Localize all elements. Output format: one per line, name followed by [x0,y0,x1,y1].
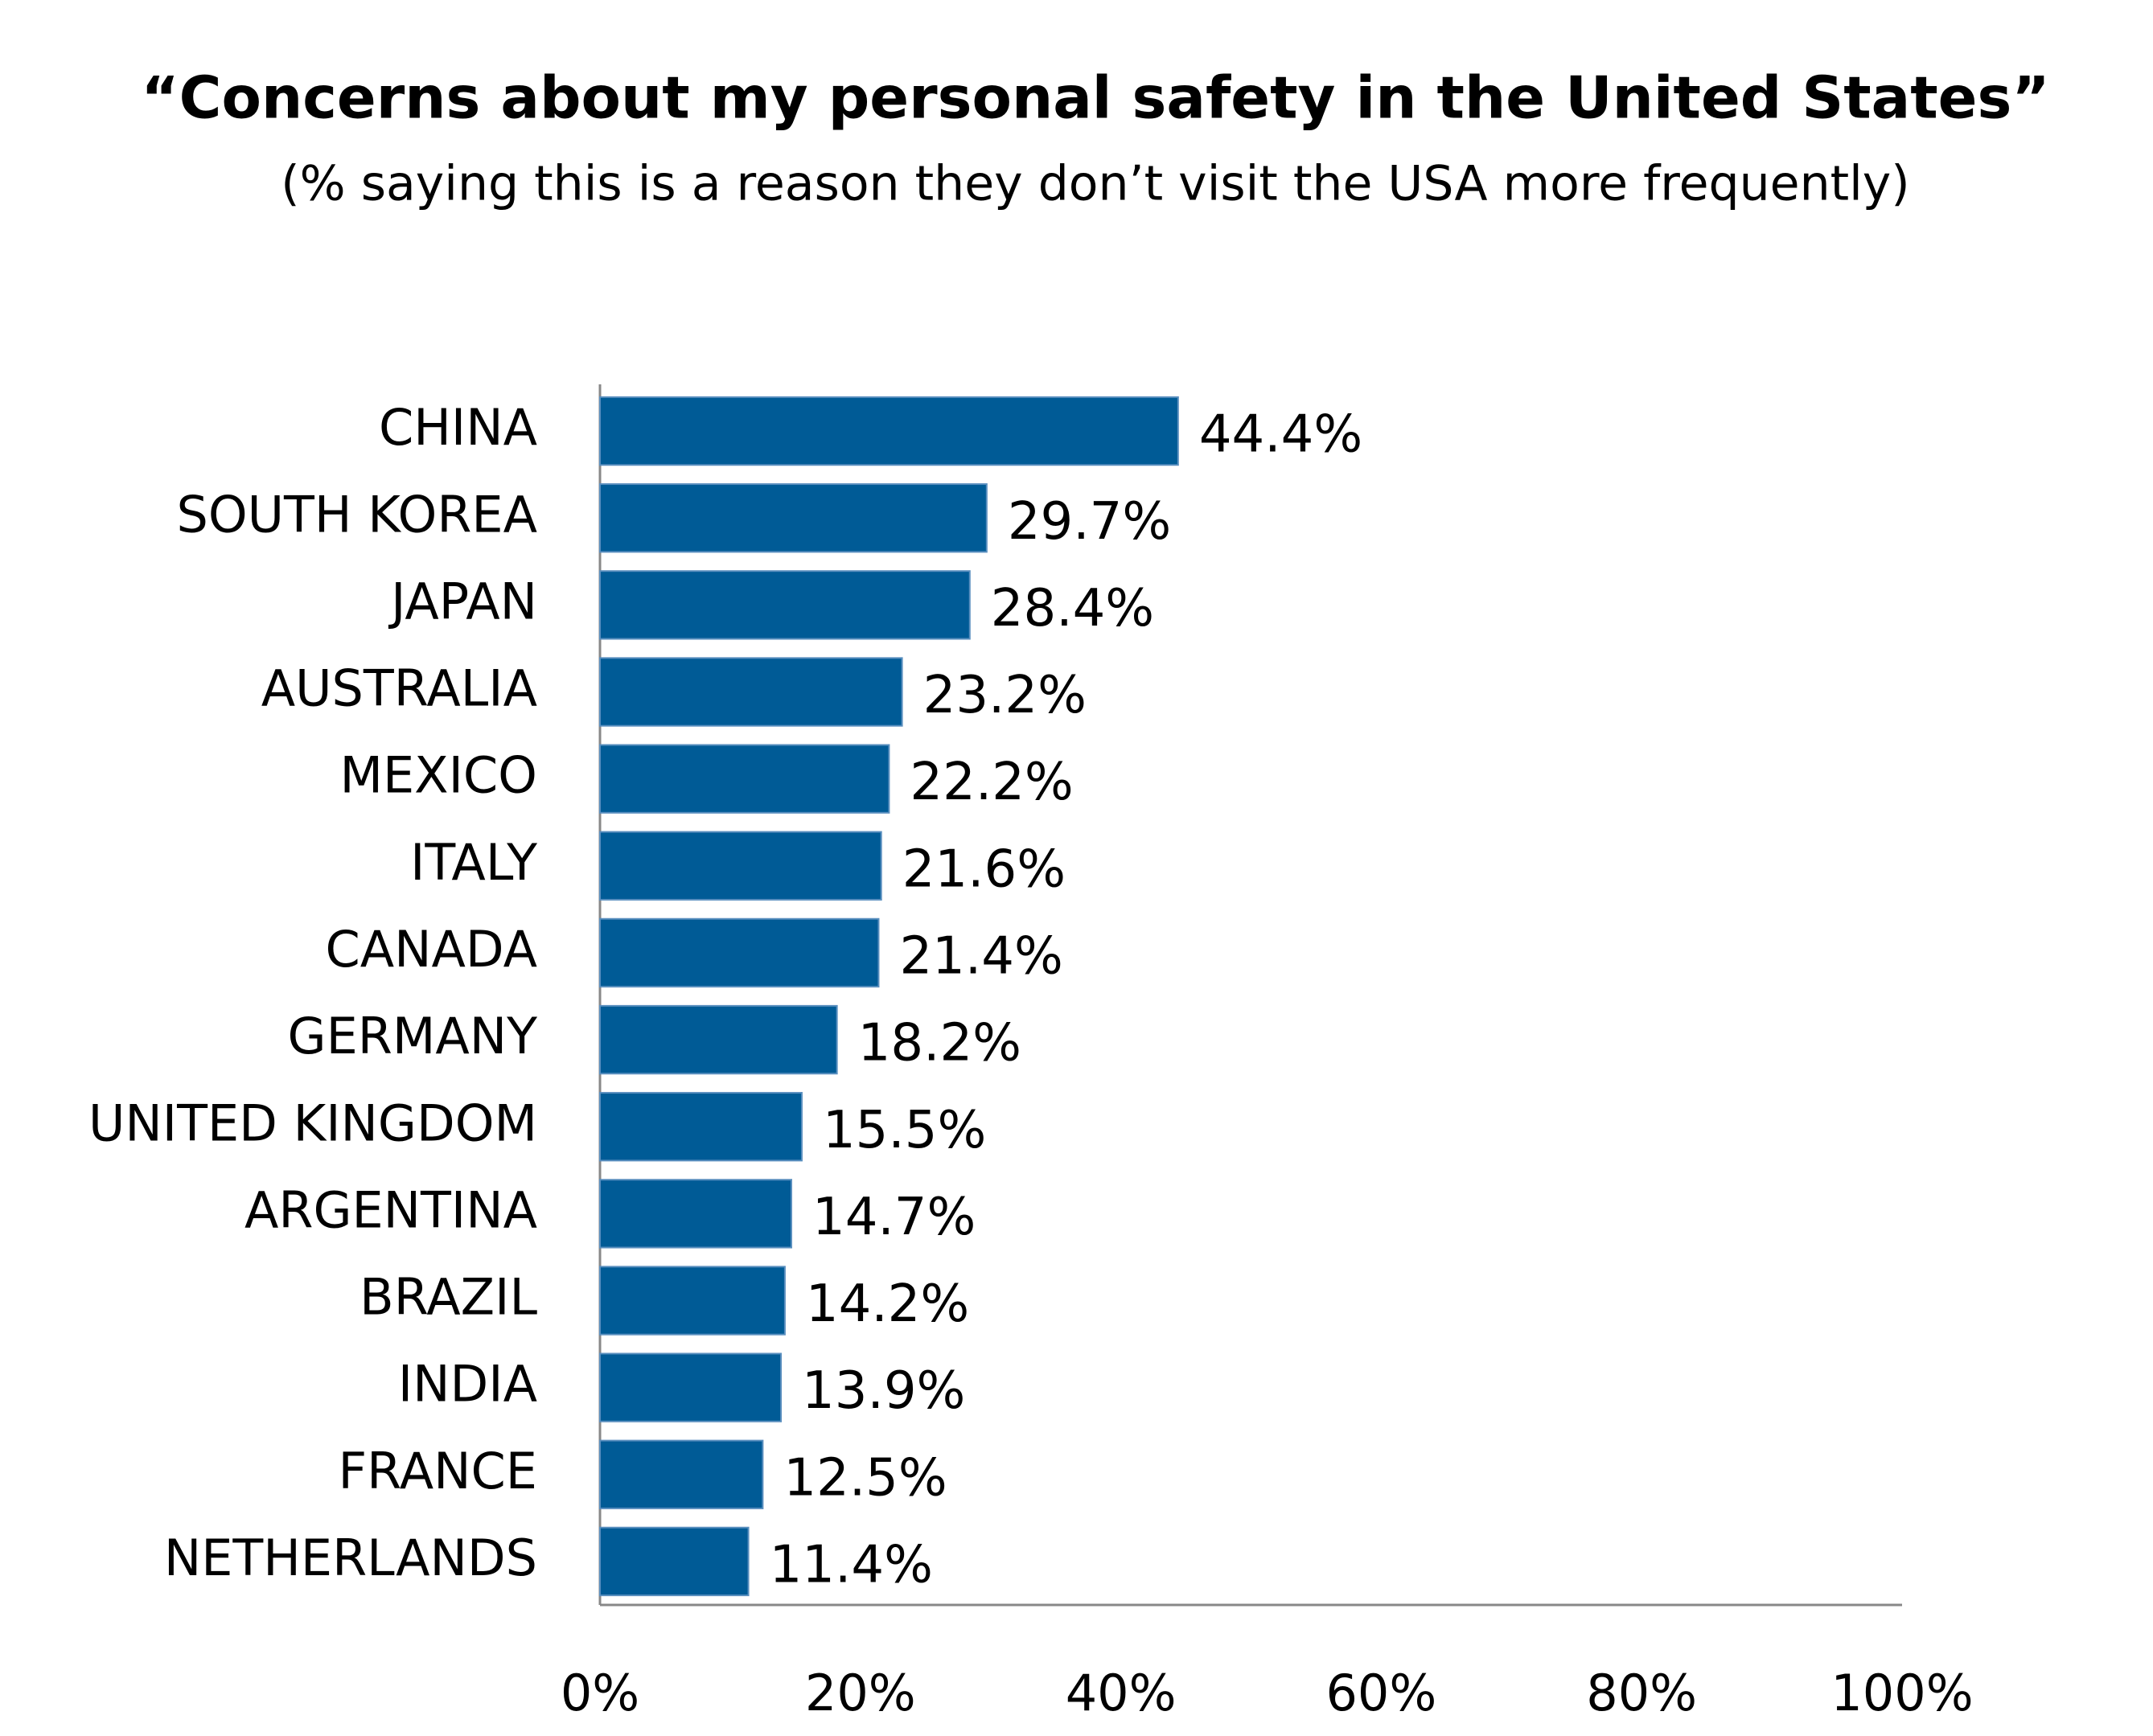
bar [599,483,988,553]
chart-title: “Concerns about my personal safety in th… [141,64,2049,132]
chart-subtitle: (% saying this is a reason they don’t vi… [281,156,1909,212]
bar [599,1092,803,1162]
value-label: 18.2% [858,1014,1021,1073]
bar [599,1439,764,1509]
x-tick-label: 60% [1325,1664,1436,1722]
bar [599,744,890,814]
bar [599,1526,750,1597]
value-label: 23.2% [923,666,1087,725]
y-tick-label: ITALY [410,833,537,892]
value-label: 12.5% [783,1448,947,1508]
y-tick-label: BRAZIL [360,1268,537,1327]
x-tick-label: 0% [561,1664,639,1722]
value-label: 15.5% [823,1101,986,1160]
y-tick-label: JAPAN [388,572,537,630]
y-tick-label: ARGENTINA [244,1180,537,1239]
value-label: 28.4% [991,579,1154,638]
y-tick-label: FRANCE [339,1442,538,1500]
value-label: 14.2% [806,1274,969,1334]
value-label: 21.6% [902,839,1066,899]
bar [599,831,882,901]
y-tick-label: SOUTH KOREA [177,485,537,544]
bar [599,1266,786,1336]
bar [599,657,903,727]
bar [599,396,1179,466]
value-label: 29.7% [1008,492,1171,552]
x-tick-label: 20% [805,1664,916,1722]
y-tick-label: CANADA [325,920,537,979]
value-label: 21.4% [899,927,1062,987]
y-tick-label: GERMANY [288,1007,538,1065]
y-tick-label: AUSTRALIA [261,659,537,718]
bar [599,1179,792,1249]
bar [599,1004,838,1075]
value-label: 11.4% [770,1536,933,1595]
value-label: 22.2% [910,753,1073,812]
value-label: 44.4% [1199,405,1362,465]
x-tick-label: 100% [1830,1664,1973,1722]
bar [599,570,971,640]
y-tick-label: UNITED KINGDOM [88,1094,537,1152]
x-tick-label: 80% [1586,1664,1697,1722]
value-label: 14.7% [812,1188,976,1247]
x-tick-label: 40% [1066,1664,1177,1722]
y-tick-label: NETHERLANDS [164,1529,537,1587]
y-tick-label: INDIA [398,1355,537,1414]
bar [599,917,880,988]
value-label: 13.9% [802,1361,965,1421]
y-tick-label: MEXICO [339,746,537,805]
bar [599,1352,783,1422]
y-tick-label: CHINA [379,398,537,457]
